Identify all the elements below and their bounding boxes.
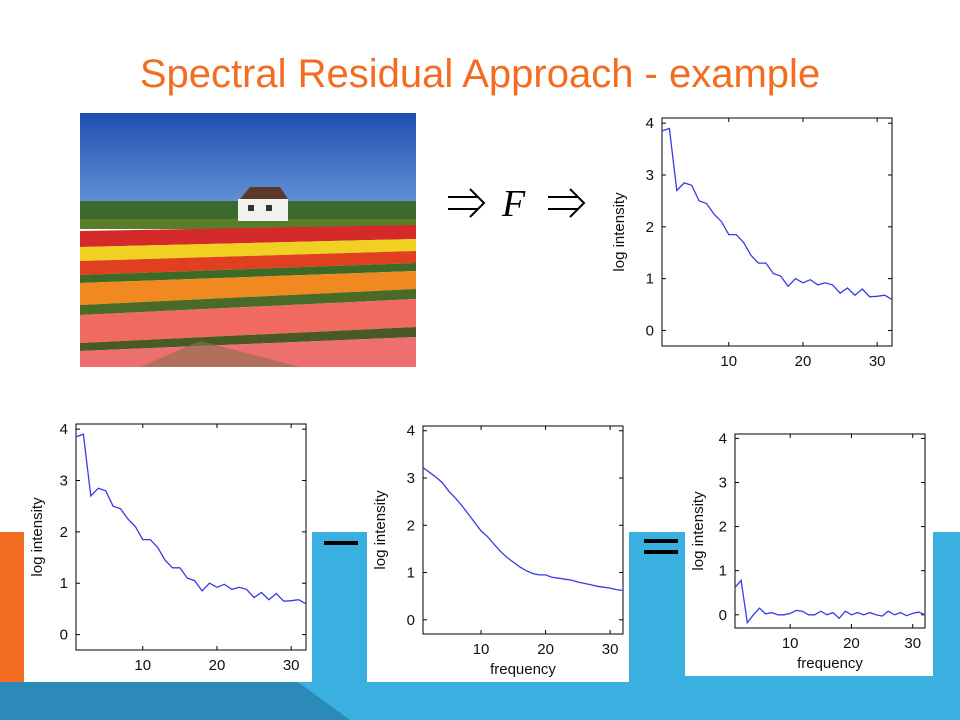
plot-frame (661, 117, 893, 347)
plot-averaged-spectrum: 0 1 2 3 4 10 20 30 log intensity frequency (367, 412, 629, 682)
series-line (75, 433, 307, 605)
y-tick-label: 1 (646, 271, 654, 288)
y-tick-label: 2 (60, 524, 68, 541)
y-tick-label: 3 (646, 167, 654, 184)
y-tick-label: 3 (60, 473, 68, 490)
tulip-field-photo (80, 113, 416, 367)
x-axis-label: frequency (797, 655, 863, 672)
plot-spectral-residual: 0 1 2 3 4 10 20 30 log intensity frequency (685, 420, 933, 676)
series-line (661, 127, 893, 300)
y-tick-label: 1 (719, 563, 727, 580)
minus-operator (324, 541, 358, 545)
x-tick-label: 20 (843, 635, 860, 652)
y-tick-label: 2 (407, 517, 415, 534)
x-tick-label: 10 (473, 641, 490, 658)
y-tick-label: 0 (719, 607, 727, 624)
y-tick-label: 0 (407, 612, 415, 629)
y-tick-label: 1 (60, 575, 68, 592)
chart-log-spectrum-bottom: 0 1 2 3 4 10 20 30 log intensity (29, 421, 307, 674)
y-tick-label: 3 (719, 475, 727, 492)
x-tick-label: 20 (209, 657, 226, 674)
series-line (422, 467, 624, 592)
x-tick-label: 30 (869, 353, 886, 370)
chart-spectral-residual: 0 1 2 3 4 10 20 30 log intensity frequency (690, 430, 926, 672)
plot-log-spectrum-top: 0 1 2 3 4 10 20 30 log intensity (606, 106, 900, 378)
x-tick-label: 10 (782, 635, 799, 652)
y-axis-label: log intensity (29, 497, 46, 577)
x-tick-label: 20 (537, 641, 554, 658)
transform-symbol: F (501, 183, 526, 225)
y-tick-label: 0 (646, 322, 654, 339)
x-tick-label: 10 (134, 657, 151, 674)
y-tick-label: 4 (719, 430, 727, 447)
y-tick-label: 4 (646, 115, 654, 132)
implies-arrow-icon (448, 188, 486, 218)
chart-averaged-spectrum: 0 1 2 3 4 10 20 30 log intensity frequency (372, 423, 624, 678)
x-tick-label: 30 (602, 641, 619, 658)
y-axis-label: log intensity (611, 192, 628, 272)
plot-log-spectrum-bottom: 0 1 2 3 4 10 20 30 log intensity (24, 410, 312, 682)
y-tick-label: 1 (407, 565, 415, 582)
y-tick-label: 0 (60, 627, 68, 644)
y-tick-label: 2 (719, 519, 727, 536)
chart-log-spectrum-top: 0 1 2 3 4 10 20 30 log intensity (611, 115, 893, 370)
plot-frame (734, 433, 926, 629)
x-tick-label: 10 (720, 353, 737, 370)
x-axis-label: frequency (490, 661, 556, 678)
y-tick-label: 2 (646, 219, 654, 236)
plot-frame (422, 425, 624, 635)
transform-notation: F (444, 178, 594, 228)
x-tick-label: 30 (283, 657, 300, 674)
series-line (734, 578, 926, 625)
implies-arrow-icon (548, 188, 586, 218)
plot-frame (75, 423, 307, 651)
y-tick-label: 3 (407, 470, 415, 487)
slide-title: Spectral Residual Approach - example (139, 52, 821, 96)
equals-operator (644, 539, 678, 554)
x-tick-label: 30 (904, 635, 921, 652)
x-tick-label: 20 (795, 353, 812, 370)
orange-block (0, 532, 24, 682)
y-tick-label: 4 (407, 423, 415, 440)
y-tick-label: 4 (60, 421, 68, 438)
y-axis-label: log intensity (372, 490, 389, 570)
y-axis-label: log intensity (690, 491, 707, 571)
